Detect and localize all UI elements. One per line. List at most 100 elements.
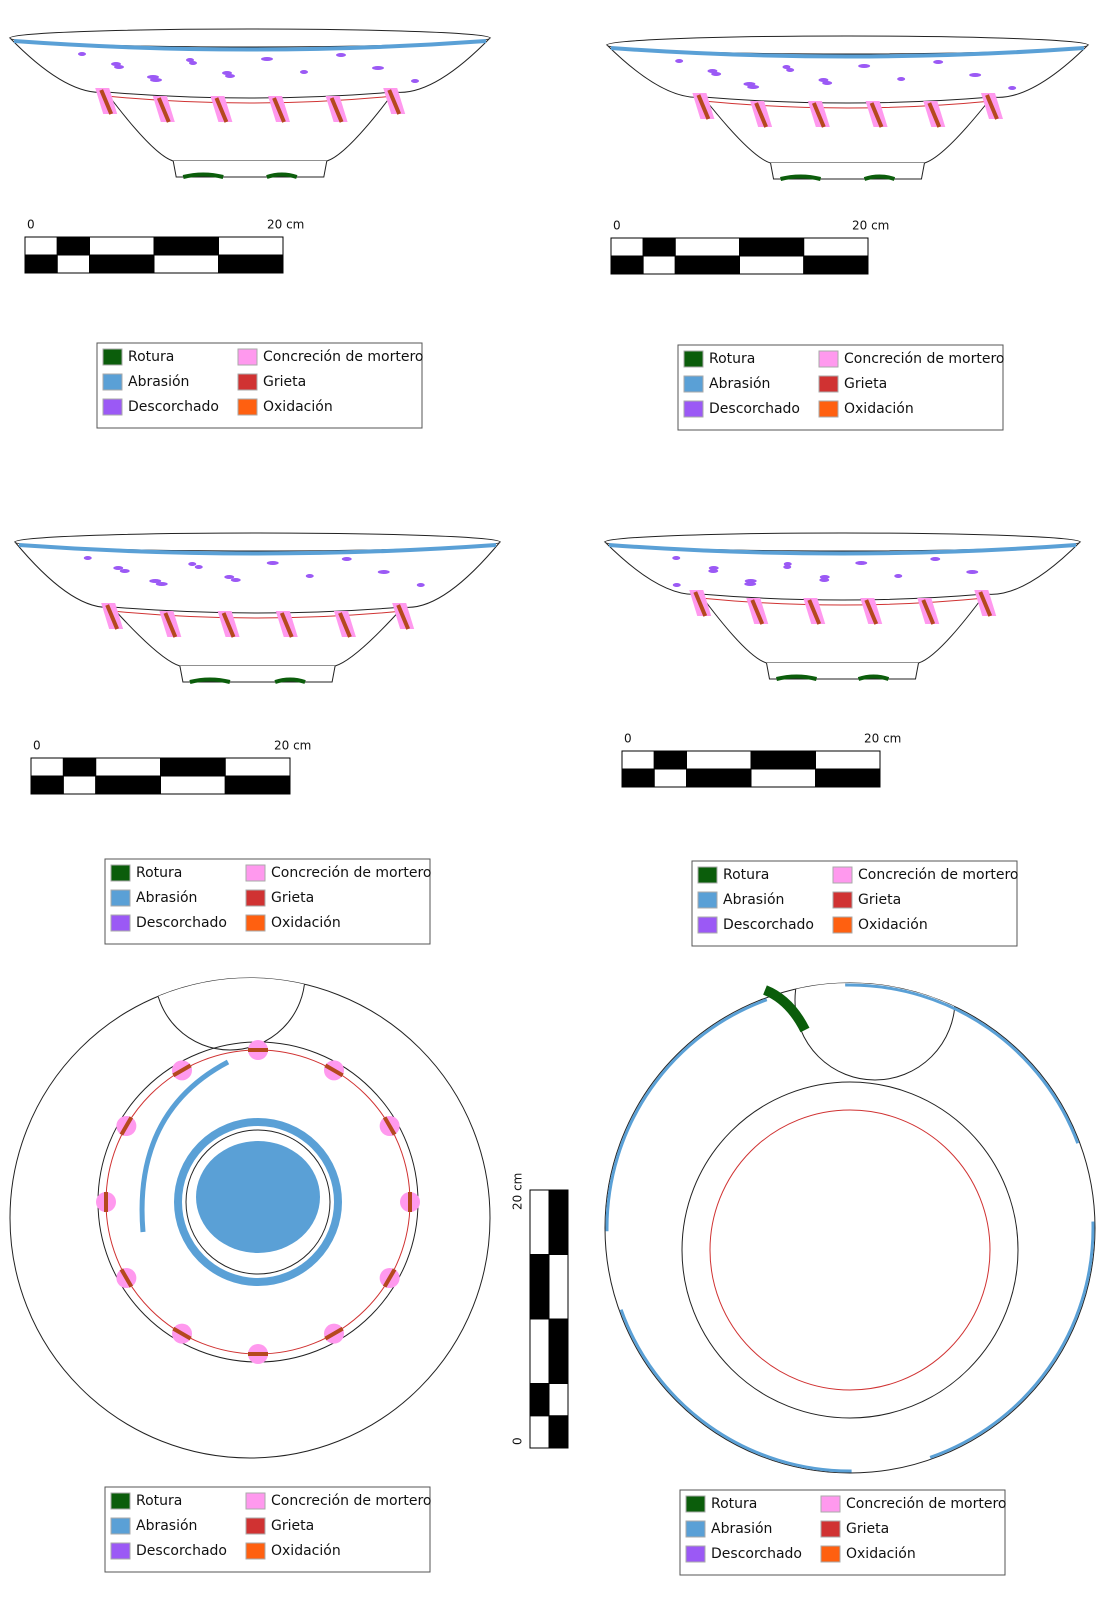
spalling	[224, 575, 235, 579]
scale-segment	[224, 775, 291, 795]
rim-abrasion	[610, 46, 1085, 59]
spalling	[186, 58, 194, 62]
rim	[604, 532, 1081, 552]
staple	[978, 591, 993, 617]
spalling	[119, 569, 130, 573]
legend-swatch	[245, 1517, 266, 1535]
spalling	[818, 78, 829, 82]
staple	[985, 94, 999, 120]
spalling	[819, 575, 830, 579]
spalling	[194, 565, 203, 569]
spalling	[222, 71, 232, 75]
spalling	[300, 70, 308, 74]
spalling	[819, 578, 830, 582]
notch-cut	[154, 978, 306, 1051]
rim-abrasion	[605, 983, 1095, 1473]
spalling	[743, 82, 756, 86]
foot-breakage	[780, 174, 896, 181]
spalling	[155, 582, 168, 586]
legend-label: Rotura	[709, 351, 755, 367]
carination	[111, 606, 404, 614]
legend-swatch	[110, 1542, 131, 1560]
spalling	[672, 583, 681, 587]
legend-label: Concreción de mortero	[858, 867, 1018, 883]
staple	[921, 599, 936, 625]
foot-breakage	[182, 172, 298, 179]
legend-label: Abrasión	[136, 890, 197, 906]
legend-swatch	[237, 348, 258, 366]
bowl-body	[8, 37, 492, 162]
staple	[396, 604, 410, 630]
legend-label: Grieta	[263, 374, 306, 390]
foot-breakage	[776, 674, 890, 681]
scale-segment	[30, 757, 64, 777]
scale-segment	[56, 236, 90, 256]
scale-end: 20 cm	[511, 1173, 525, 1210]
staple	[99, 89, 114, 115]
bowl-body	[13, 541, 502, 667]
spalling	[377, 570, 390, 574]
legend-label: Abrasión	[136, 1518, 197, 1534]
scale-segment	[739, 255, 805, 275]
legend-label: Abrasión	[709, 376, 770, 392]
rim-abrasion	[13, 39, 487, 52]
scale-segment	[621, 750, 655, 770]
scale-start: 0	[511, 1437, 525, 1445]
rim	[606, 35, 1089, 55]
legend-label: Concreción de mortero	[844, 351, 1004, 367]
legend-swatch	[820, 1545, 841, 1563]
spalling	[855, 561, 868, 565]
spalling	[83, 556, 92, 560]
legend-swatch	[697, 866, 718, 884]
scale-segment	[653, 750, 687, 770]
scale-segment	[30, 775, 64, 795]
carination	[703, 96, 992, 104]
legend-swatch	[685, 1495, 706, 1513]
spalling	[708, 566, 719, 570]
legend-label: Concreción de mortero	[271, 1493, 431, 1509]
scale-segment	[62, 775, 97, 795]
staple	[338, 612, 352, 638]
spalling	[708, 569, 719, 573]
carination	[105, 91, 395, 99]
legend-swatch	[102, 348, 123, 366]
legend-swatch	[820, 1495, 841, 1513]
scale-end: 20 cm	[864, 732, 901, 746]
legend-label: Rotura	[136, 1493, 182, 1509]
legend-label: Grieta	[858, 892, 901, 908]
scale-segment	[529, 1254, 550, 1320]
legend-label: Oxidación	[858, 917, 928, 933]
legend-swatch	[697, 916, 718, 934]
staple	[329, 97, 344, 123]
scale-segment	[548, 1318, 569, 1384]
spalling	[969, 73, 982, 77]
scale-segment	[750, 750, 816, 770]
legend-box	[691, 860, 1018, 947]
legend-label: Rotura	[128, 349, 174, 365]
legend-label: Grieta	[271, 890, 314, 906]
staple	[172, 1326, 192, 1341]
rim-abrasion	[608, 543, 1077, 556]
staple	[119, 1268, 134, 1288]
staple	[163, 612, 178, 638]
staple	[324, 1063, 344, 1078]
inner-ring	[681, 1081, 1019, 1419]
scale-segment	[674, 255, 740, 275]
scale-segment	[160, 775, 226, 795]
scale-segment	[686, 750, 752, 770]
spalling	[672, 556, 681, 560]
legend-label: Oxidación	[271, 915, 341, 931]
scale-segment	[803, 255, 869, 275]
spalling	[711, 72, 722, 76]
legend-swatch	[110, 864, 131, 882]
rim-abrasion	[18, 543, 497, 556]
scale-segment	[56, 254, 90, 274]
legend-swatch	[245, 914, 266, 932]
staple	[382, 1116, 397, 1136]
crack	[105, 95, 395, 104]
legend-label: Grieta	[846, 1521, 889, 1537]
notch	[154, 978, 306, 1051]
spalling	[675, 59, 684, 63]
scale-segment	[815, 750, 881, 770]
legend-label: Descorchado	[711, 1546, 802, 1562]
